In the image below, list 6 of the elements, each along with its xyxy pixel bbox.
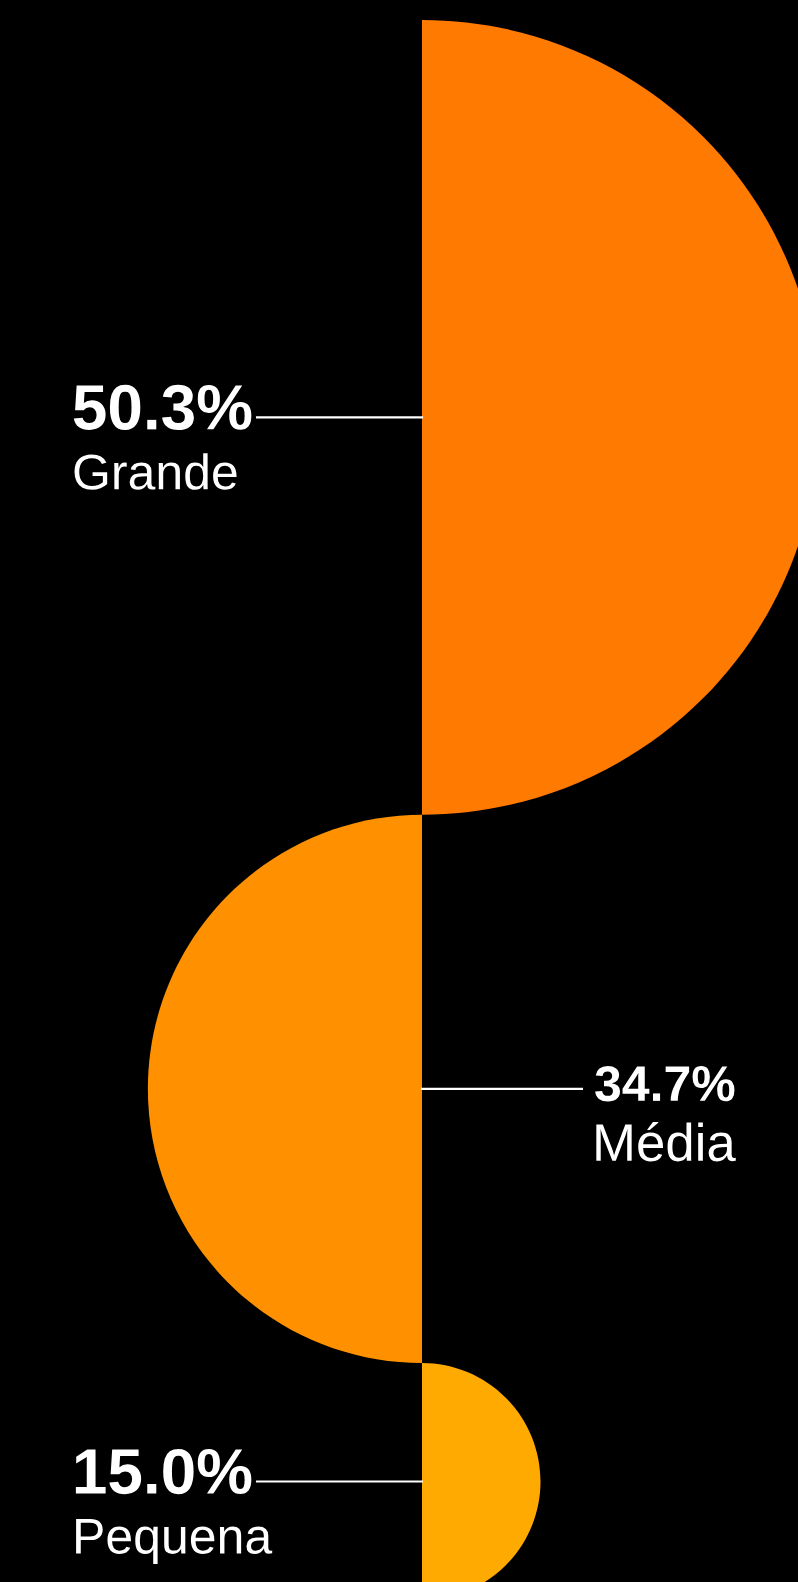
data-label: 15.0% [75,1448,252,1495]
category-label: Pequena [76,1519,273,1564]
data-label: 50.3% [73,384,252,431]
category-label: Grande [74,453,237,490]
category-label: Média [596,1122,736,1162]
data-label: 34.7% [595,1065,735,1102]
